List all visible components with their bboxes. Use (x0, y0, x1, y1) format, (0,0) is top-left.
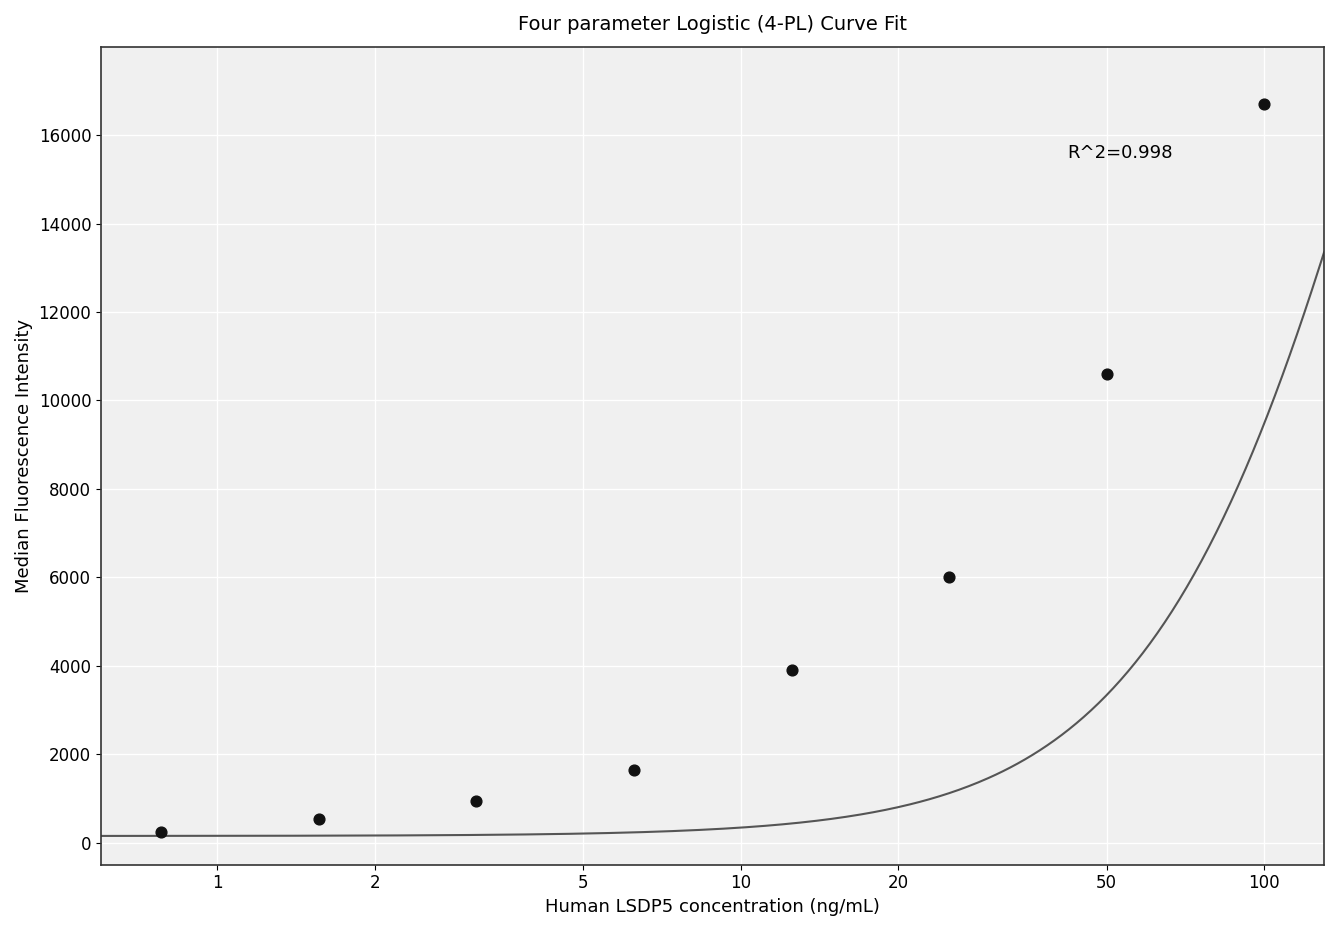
Point (1253, 97, 1275, 112)
Point (308, 812, 329, 827)
Point (150, 824, 171, 839)
Point (1097, 367, 1118, 382)
Text: R^2=0.998: R^2=0.998 (1067, 144, 1173, 162)
Point (939, 570, 960, 585)
Point (781, 663, 802, 678)
Y-axis label: Median Fluorescence Intensity: Median Fluorescence Intensity (15, 318, 33, 593)
Point (466, 793, 487, 808)
Title: Four parameter Logistic (4-PL) Curve Fit: Four parameter Logistic (4-PL) Curve Fit (518, 15, 907, 34)
Point (623, 762, 644, 777)
X-axis label: Human LSDP5 concentration (ng/mL): Human LSDP5 concentration (ng/mL) (545, 898, 880, 916)
